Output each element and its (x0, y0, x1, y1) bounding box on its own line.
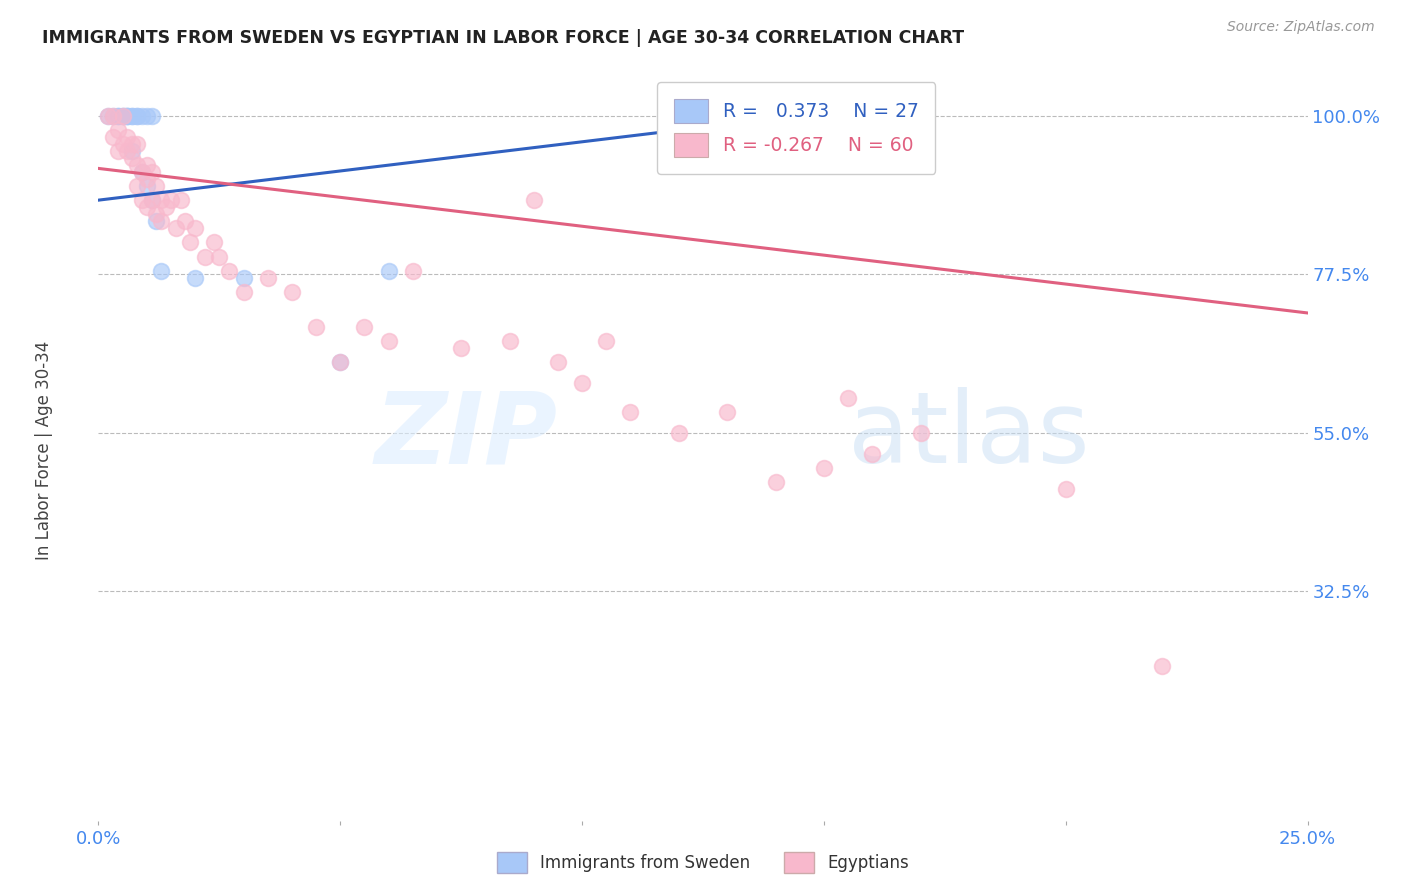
Point (813, 461, 835, 475)
Point (127, 136, 149, 151)
Point (150, 263, 173, 277)
Point (450, 341, 472, 355)
Point (135, 158, 157, 172)
Point (97, 109, 120, 123)
Point (716, 405, 738, 419)
Point (127, 179, 149, 194)
Point (256, 270, 278, 285)
Point (218, 263, 240, 277)
Point (619, 405, 641, 419)
Text: atlas: atlas (848, 387, 1090, 484)
Point (107, 144, 129, 158)
Point (498, 334, 520, 348)
Point (121, 151, 143, 165)
Point (121, 109, 143, 123)
Text: In Labor Force | Age 30-34: In Labor Force | Age 30-34 (35, 341, 53, 560)
Point (150, 214, 173, 228)
Point (1054, 482, 1077, 496)
Point (194, 250, 217, 264)
Point (111, 109, 134, 123)
Point (860, 447, 883, 461)
Point (155, 200, 177, 214)
Point (145, 179, 167, 194)
Point (131, 193, 153, 207)
Point (208, 250, 231, 264)
Point (101, 109, 124, 123)
Point (329, 355, 352, 369)
Point (547, 355, 569, 369)
Point (281, 285, 304, 299)
Point (135, 109, 157, 123)
Point (204, 235, 226, 250)
Point (127, 109, 149, 123)
Point (668, 425, 690, 440)
Point (121, 109, 143, 123)
Point (117, 109, 139, 123)
Point (179, 235, 201, 250)
Point (169, 193, 191, 207)
Point (131, 165, 153, 179)
Point (127, 158, 149, 172)
Point (141, 109, 163, 123)
Point (402, 263, 425, 277)
Point (329, 355, 352, 369)
Point (141, 165, 163, 179)
Text: IMMIGRANTS FROM SWEDEN VS EGYPTIAN IN LABOR FORCE | AGE 30-34 CORRELATION CHART: IMMIGRANTS FROM SWEDEN VS EGYPTIAN IN LA… (42, 29, 965, 46)
Point (135, 172, 157, 186)
Point (107, 109, 129, 123)
Point (117, 109, 139, 123)
Legend: R =   0.373    N = 27, R = -0.267    N = 60: R = 0.373 N = 27, R = -0.267 N = 60 (657, 82, 935, 174)
Point (232, 270, 254, 285)
Point (127, 109, 149, 123)
Legend: Immigrants from Sweden, Egyptians: Immigrants from Sweden, Egyptians (491, 846, 915, 880)
Point (184, 221, 207, 235)
Point (107, 109, 129, 123)
Point (117, 129, 139, 144)
Point (377, 334, 399, 348)
Point (1152, 658, 1174, 673)
Point (141, 193, 163, 207)
Point (101, 129, 124, 144)
Point (121, 136, 143, 151)
Point (160, 193, 183, 207)
Point (145, 214, 167, 228)
Point (111, 109, 134, 123)
Point (353, 320, 375, 334)
Point (232, 285, 254, 299)
Point (111, 109, 134, 123)
Point (117, 109, 139, 123)
Point (765, 475, 787, 490)
Point (837, 391, 859, 405)
Point (523, 193, 546, 207)
Point (377, 263, 399, 277)
Text: ZIP: ZIP (375, 387, 558, 484)
Point (141, 193, 163, 207)
Point (165, 221, 187, 235)
Point (107, 122, 129, 136)
Point (111, 136, 134, 151)
Point (305, 320, 328, 334)
Point (135, 179, 157, 194)
Point (97, 109, 120, 123)
Point (101, 109, 124, 123)
Point (595, 334, 617, 348)
Point (135, 200, 157, 214)
Point (117, 144, 139, 158)
Point (789, 109, 811, 123)
Point (131, 109, 153, 123)
Point (910, 425, 932, 440)
Point (121, 144, 143, 158)
Point (184, 270, 207, 285)
Point (571, 376, 593, 391)
Point (131, 165, 153, 179)
Point (174, 214, 197, 228)
Text: Source: ZipAtlas.com: Source: ZipAtlas.com (1227, 20, 1375, 34)
Point (145, 207, 167, 221)
Point (150, 193, 173, 207)
